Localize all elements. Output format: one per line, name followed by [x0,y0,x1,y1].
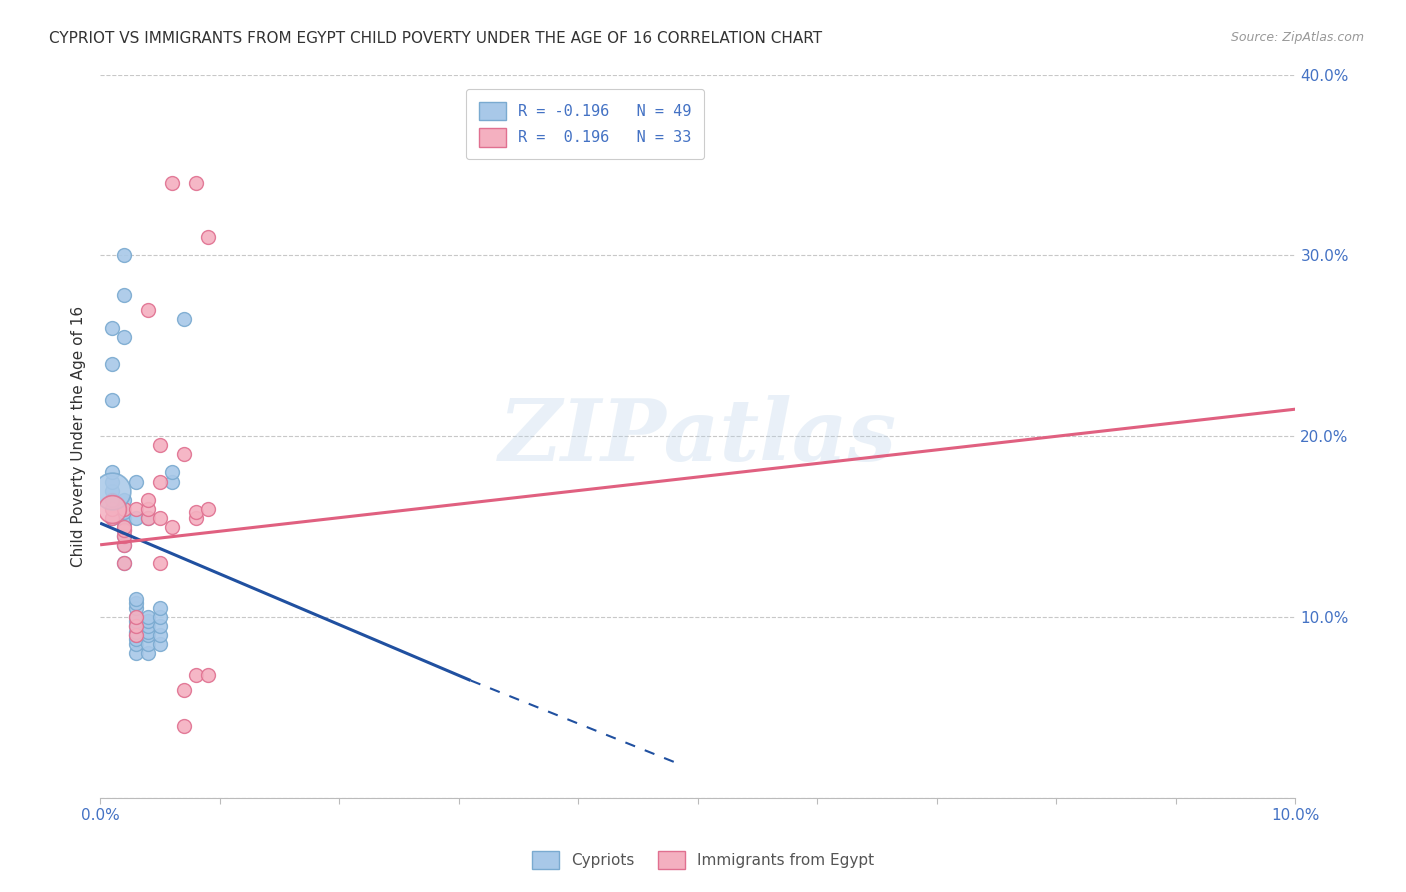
Point [101,501,124,516]
Point [125,624,148,639]
Point [112,524,135,538]
Legend: R = -0.196   N = 49, R =  0.196   N = 33: R = -0.196 N = 49, R = 0.196 N = 33 [467,89,704,159]
Point [112,529,135,543]
Point [101,483,124,498]
Point [136,628,159,642]
Point [136,624,159,639]
Point [101,510,124,524]
Point [197,501,219,516]
Point [184,510,207,524]
Text: Source: ZipAtlas.com: Source: ZipAtlas.com [1230,31,1364,45]
Point [136,510,159,524]
Point [101,501,124,516]
Point [136,302,159,317]
Point [112,516,135,530]
Point [149,475,172,489]
Point [125,501,148,516]
Point [101,393,124,408]
Point [112,501,135,516]
Point [125,619,148,633]
Point [112,524,135,538]
Point [197,230,219,244]
Text: ZIPatlas: ZIPatlas [499,394,897,478]
Point [149,619,172,633]
Point [112,538,135,552]
Point [125,637,148,651]
Point [173,311,195,326]
Point [136,610,159,624]
Point [125,596,148,610]
Point [125,628,148,642]
Point [149,556,172,570]
Point [125,646,148,660]
Point [173,447,195,461]
Point [125,475,148,489]
Point [112,288,135,302]
Point [101,501,124,516]
Point [173,719,195,733]
Point [125,614,148,628]
Point [160,475,183,489]
Point [197,668,219,682]
Point [112,492,135,507]
Point [184,176,207,190]
Point [149,601,172,615]
Point [112,330,135,344]
Point [112,538,135,552]
Point [112,510,135,524]
Point [101,492,124,507]
Point [112,556,135,570]
Legend: Cypriots, Immigrants from Egypt: Cypriots, Immigrants from Egypt [526,845,880,875]
Point [101,357,124,371]
Point [149,438,172,452]
Text: CYPRIOT VS IMMIGRANTS FROM EGYPT CHILD POVERTY UNDER THE AGE OF 16 CORRELATION C: CYPRIOT VS IMMIGRANTS FROM EGYPT CHILD P… [49,31,823,46]
Point [112,248,135,262]
Point [136,510,159,524]
Point [125,632,148,646]
Point [136,619,159,633]
Point [112,556,135,570]
Point [112,505,135,519]
Point [101,492,124,507]
Point [112,520,135,534]
Point [136,492,159,507]
Point [149,510,172,524]
Point [125,601,148,615]
Point [125,510,148,524]
Point [101,510,124,524]
Point [149,628,172,642]
Point [160,520,183,534]
Point [136,646,159,660]
Point [149,610,172,624]
Point [101,483,124,498]
Point [125,610,148,624]
Point [136,637,159,651]
Point [125,628,148,642]
Point [101,475,124,489]
Point [101,320,124,334]
Point [160,466,183,480]
Point [149,637,172,651]
Point [101,466,124,480]
Point [160,176,183,190]
Point [136,614,159,628]
Point [184,668,207,682]
Point [125,619,148,633]
Point [125,592,148,607]
Point [184,505,207,519]
Y-axis label: Child Poverty Under the Age of 16: Child Poverty Under the Age of 16 [72,306,86,566]
Point [173,682,195,697]
Point [136,501,159,516]
Point [112,529,135,543]
Point [125,610,148,624]
